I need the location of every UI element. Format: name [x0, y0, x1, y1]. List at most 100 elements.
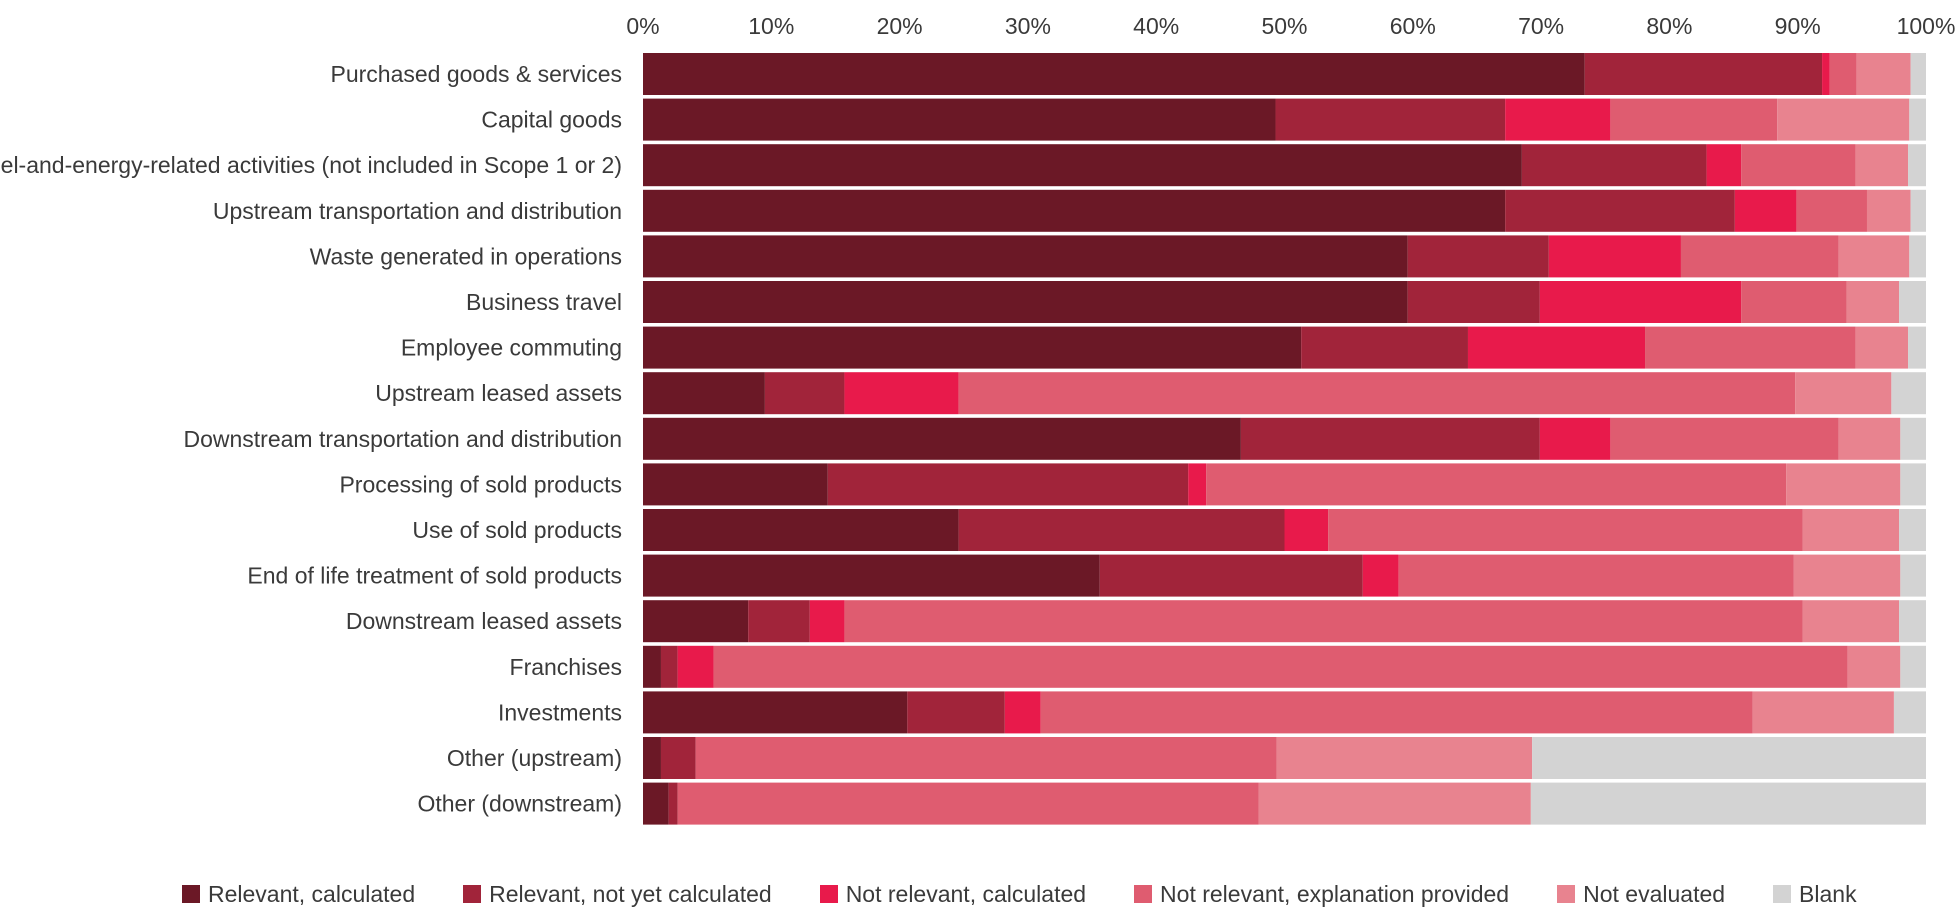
bar-segment	[1206, 463, 1787, 506]
bar-segment	[907, 691, 1005, 734]
bar-segment	[1838, 417, 1901, 460]
legend-item: Blank	[1773, 876, 1857, 912]
bar-segment	[1645, 326, 1856, 369]
bar-segment	[1900, 554, 1926, 597]
bar-segment	[1866, 189, 1911, 232]
bar-segment	[1899, 281, 1926, 323]
legend-label: Not relevant, explanation provided	[1160, 881, 1510, 907]
stacked-bar-chart: 0% 10% 20% 30% 40% 50% 60% 70% 80% 90% 100% Purchas…	[0, 13, 1955, 825]
category-label: Purchased goods & services	[331, 61, 623, 87]
bar-segment	[844, 372, 959, 415]
bar-segment	[643, 235, 1408, 278]
bar-segment	[1777, 98, 1910, 141]
bar-segment	[643, 326, 1302, 369]
legend-swatch	[463, 885, 482, 903]
bar-segment	[1796, 189, 1867, 232]
bar-segment	[1846, 281, 1900, 323]
bar-segment	[643, 144, 1522, 187]
bar-segment	[660, 737, 696, 779]
bar-segment	[1539, 417, 1611, 460]
bar-segment	[1900, 463, 1926, 506]
category-label: Other (upstream)	[447, 745, 622, 771]
bar-segment	[713, 645, 1848, 688]
legend-item: Not relevant, explanation provided	[1134, 876, 1509, 912]
bar-segment	[1004, 691, 1041, 734]
x-tick-label: 80%	[1646, 13, 1692, 39]
bar-segment	[1680, 235, 1839, 278]
bar-segment	[1900, 645, 1926, 688]
category-label: Employee commuting	[401, 335, 622, 361]
legend-swatch	[1773, 885, 1792, 903]
bar-segment	[1838, 235, 1910, 278]
category-label: Upstream transportation and distribution	[213, 198, 622, 224]
bar-segment	[643, 463, 828, 506]
bar-segment	[1847, 645, 1901, 688]
category-label: Downstream transportation and distributi…	[183, 426, 622, 452]
bar-segment	[764, 372, 845, 415]
x-tick-label: 20%	[877, 13, 923, 39]
bar-segment	[1530, 782, 1926, 825]
bar-segment	[643, 645, 661, 688]
bar-segment	[958, 509, 1285, 551]
bar-segment	[643, 600, 749, 643]
bar-segment	[1398, 554, 1794, 597]
bar-segment	[1706, 144, 1742, 187]
bar-segment	[958, 372, 1796, 415]
bar-segment	[1899, 600, 1926, 643]
bar-segment	[1467, 326, 1646, 369]
bar-segment	[1532, 737, 1926, 779]
bar-segment	[1610, 417, 1839, 460]
bar-segment	[1802, 600, 1900, 643]
bar-segment	[1328, 509, 1803, 551]
bar-segment	[668, 782, 678, 825]
bar-segment	[1099, 554, 1363, 597]
bar-segment	[643, 417, 1241, 460]
category-label: Upstream leased assets	[375, 380, 622, 406]
bar-segment	[1276, 737, 1533, 779]
legend: Relevant, calculated Relevant, not yet ca…	[182, 876, 1905, 912]
category-label: Processing of sold products	[339, 471, 622, 497]
bar-segment	[1855, 326, 1909, 369]
legend-swatch	[819, 885, 838, 903]
bar-segment	[1900, 417, 1926, 460]
bar-segment	[643, 554, 1100, 597]
bar-segment	[809, 600, 845, 643]
bar-segment	[677, 645, 714, 688]
category-label: Use of sold products	[412, 517, 622, 543]
x-tick-label: 70%	[1518, 13, 1564, 39]
bar-segment	[1822, 53, 1830, 95]
bar-segment	[643, 372, 765, 415]
bar-segment	[827, 463, 1189, 506]
legend-item: Relevant, calculated	[182, 876, 415, 912]
bar-segment	[1793, 554, 1901, 597]
category-label: Downstream leased assets	[346, 608, 622, 634]
legend-label: Not evaluated	[1583, 881, 1726, 907]
category-label: Franchises	[510, 654, 622, 680]
category-label: Waste generated in operations	[310, 243, 622, 269]
category-label: End of life treatment of sold products	[247, 563, 622, 589]
bar-segment	[1802, 509, 1900, 551]
bar-segment	[643, 691, 908, 734]
bar-segment	[1855, 144, 1909, 187]
bar-segment	[1258, 782, 1531, 825]
bar-segment	[643, 98, 1276, 141]
category-label: Other (downstream)	[417, 791, 622, 817]
x-tick-label: 40%	[1133, 13, 1179, 39]
x-tick-label: 90%	[1775, 13, 1821, 39]
bar-segment	[1275, 98, 1506, 141]
legend-item: Relevant, not yet calculated	[463, 876, 772, 912]
bar-segment	[1795, 372, 1892, 415]
legend-label: Relevant, not yet calculated	[489, 881, 772, 907]
bar-segment	[1521, 144, 1707, 187]
bar-segment	[1584, 53, 1823, 95]
legend-swatch	[182, 885, 200, 903]
bar-segment	[677, 782, 1259, 825]
bar-segment	[1548, 235, 1681, 278]
legend-label: Blank	[1799, 881, 1857, 907]
legend-item: Not evaluated	[1557, 876, 1725, 912]
bar-segment	[1909, 235, 1926, 278]
bar-segment	[1741, 144, 1856, 187]
bar-segment	[1908, 144, 1926, 187]
bar-segment	[643, 189, 1506, 232]
bar-segment	[1856, 53, 1911, 95]
